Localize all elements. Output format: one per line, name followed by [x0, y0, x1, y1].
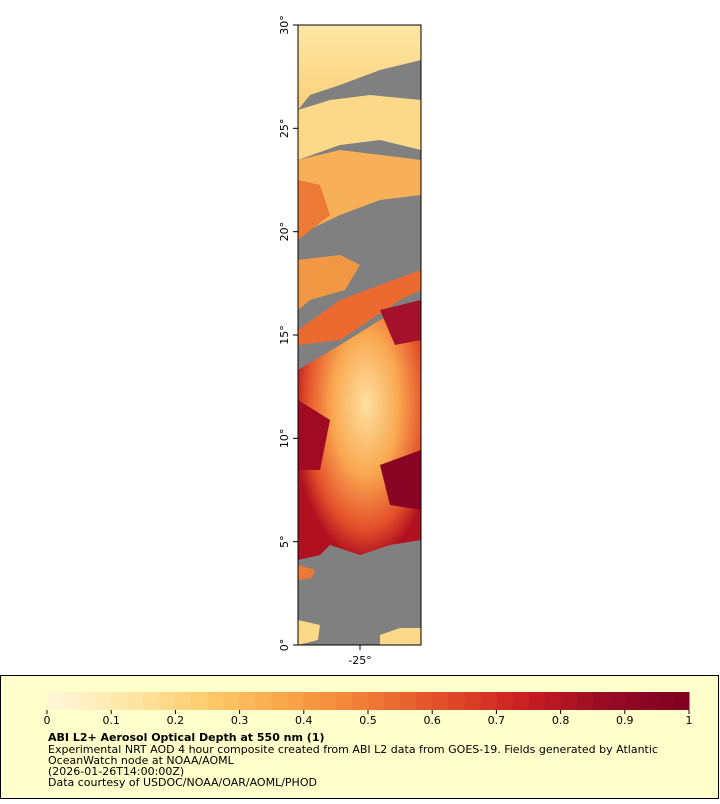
aod-patch	[298, 620, 320, 645]
colorbar-swatch	[432, 692, 449, 710]
aod-patch	[298, 400, 330, 470]
caption-line: Experimental NRT AOD 4 hour composite cr…	[48, 743, 658, 756]
colorbar-swatch	[287, 692, 305, 710]
colorbar-swatch	[47, 692, 64, 710]
colorbar-tick-label: 0.3	[231, 714, 249, 727]
aod-patch	[298, 270, 421, 345]
colorbar-tick-label: 0.9	[616, 714, 634, 727]
colorbar-tick-label: 0.1	[102, 714, 120, 727]
colorbar-tick-label: 1	[686, 714, 693, 727]
caption-line: Data courtesy of USDOC/NOAA/OAR/AOML/PHO…	[48, 776, 317, 789]
colorbar-swatch	[143, 692, 160, 710]
colorbar-tick-label: 0.8	[552, 714, 570, 727]
colorbar-swatch	[544, 692, 562, 710]
colorbar-tick-label: 0.4	[295, 714, 313, 727]
caption-title: ABI L2+ Aerosol Optical Depth at 550 nm …	[48, 731, 325, 744]
colorbar-swatch	[576, 692, 594, 710]
colorbar-swatch	[448, 692, 465, 710]
colorbar-tick-label: 0.2	[167, 714, 185, 727]
colorbar-tick-label: 0.5	[359, 714, 377, 727]
colorbar-swatch	[159, 692, 176, 710]
lat-tick-label: 15°	[278, 325, 291, 345]
colorbar-swatch	[207, 692, 225, 710]
colorbar-swatch	[656, 692, 674, 710]
colorbar-swatch	[63, 692, 80, 710]
colorbar-swatch	[239, 692, 257, 710]
colorbar-swatch	[335, 692, 353, 710]
aod-patch	[298, 180, 330, 240]
colorbar-swatch	[608, 692, 626, 710]
colorbar-swatch	[384, 692, 401, 710]
colorbar-swatch	[640, 692, 658, 710]
caption-line: OceanWatch node at NOAA/AOML	[48, 754, 235, 767]
lat-tick-label: 5°	[278, 535, 291, 548]
caption-line: (2026-01-26T14:00:00Z)	[48, 765, 184, 778]
lat-tick-label: 0°	[278, 639, 291, 652]
lat-tick-label: 20°	[278, 222, 291, 242]
colorbar-swatch	[319, 692, 337, 710]
colorbar-swatch	[400, 692, 417, 710]
aod-patch	[298, 25, 421, 110]
aod-patch	[298, 255, 360, 310]
colorbar-swatch	[624, 692, 642, 710]
aod-patch	[298, 95, 421, 160]
colorbar-tick-label: 0	[44, 714, 51, 727]
colorbar-swatch	[592, 692, 610, 710]
colorbar-tick-label: 0.6	[423, 714, 441, 727]
colorbar-tick-label: 0.7	[488, 714, 506, 727]
colorbar-swatch	[512, 692, 529, 710]
colorbar-swatch	[672, 692, 690, 710]
aod-field	[298, 25, 421, 645]
colorbar-swatch	[368, 692, 385, 710]
colorbar-swatch	[416, 692, 433, 710]
colorbar-swatch	[127, 692, 144, 710]
colorbar-swatch	[528, 692, 546, 710]
lat-tick-label: 10°	[278, 429, 291, 449]
colorbar-swatch	[464, 692, 481, 710]
colorbar-swatch	[480, 692, 497, 710]
colorbar-swatch	[255, 692, 273, 710]
colorbar-swatch	[191, 692, 208, 710]
lon-tick-label: -25°	[348, 654, 371, 667]
aod-patch	[380, 300, 421, 345]
aod-patch	[380, 628, 421, 645]
colorbar-swatch	[175, 692, 192, 710]
colorbar-swatch	[111, 692, 128, 710]
colorbar-swatch	[303, 692, 321, 710]
aod-patch	[380, 450, 421, 510]
colorbar-swatch	[79, 692, 96, 710]
colorbar: 0 0.1 0.2 0.3 0.4 0.5 0.6 0.7 0.8 0.9 1	[44, 692, 693, 727]
aod-patch	[298, 565, 315, 580]
lat-tick-label: 30°	[278, 15, 291, 35]
colorbar-swatch	[351, 692, 369, 710]
colorbar-swatch	[223, 692, 241, 710]
lat-tick-label: 25°	[278, 119, 291, 139]
colorbar-swatch	[271, 692, 289, 710]
colorbar-swatch	[560, 692, 578, 710]
colorbar-swatch	[496, 692, 513, 710]
colorbar-swatch	[95, 692, 112, 710]
